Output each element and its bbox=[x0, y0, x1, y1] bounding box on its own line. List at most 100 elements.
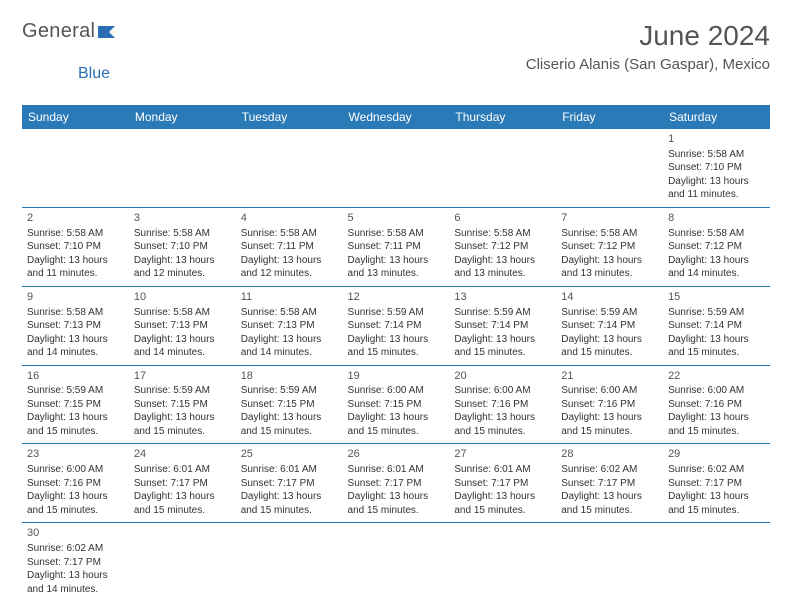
daylight-line: Daylight: 13 hours and 15 minutes. bbox=[348, 333, 445, 360]
sunset-line: Sunset: 7:10 PM bbox=[668, 161, 765, 175]
sunrise-line: Sunrise: 6:00 AM bbox=[454, 384, 551, 398]
daylight-line: Daylight: 13 hours and 12 minutes. bbox=[134, 254, 231, 281]
day-number: 3 bbox=[134, 211, 231, 226]
day-cell: 23Sunrise: 6:00 AMSunset: 7:16 PMDayligh… bbox=[22, 444, 129, 523]
day-cell: 8Sunrise: 5:58 AMSunset: 7:12 PMDaylight… bbox=[663, 207, 770, 286]
brand-logo: General bbox=[22, 20, 119, 43]
sunrise-line: Sunrise: 6:02 AM bbox=[27, 542, 124, 556]
sunset-line: Sunset: 7:16 PM bbox=[561, 398, 658, 412]
sunset-line: Sunset: 7:11 PM bbox=[241, 240, 338, 254]
day-cell bbox=[129, 129, 236, 207]
day-number: 17 bbox=[134, 369, 231, 384]
sunset-line: Sunset: 7:15 PM bbox=[27, 398, 124, 412]
day-cell: 18Sunrise: 5:59 AMSunset: 7:15 PMDayligh… bbox=[236, 365, 343, 444]
week-row: 23Sunrise: 6:00 AMSunset: 7:16 PMDayligh… bbox=[22, 444, 770, 523]
daylight-line: Daylight: 13 hours and 15 minutes. bbox=[561, 490, 658, 517]
daylight-line: Daylight: 13 hours and 14 minutes. bbox=[134, 333, 231, 360]
daylight-line: Daylight: 13 hours and 15 minutes. bbox=[27, 490, 124, 517]
day-cell bbox=[236, 523, 343, 601]
day-cell bbox=[556, 129, 663, 207]
daylight-line: Daylight: 13 hours and 14 minutes. bbox=[27, 569, 124, 596]
sunrise-line: Sunrise: 5:58 AM bbox=[561, 227, 658, 241]
day-number: 5 bbox=[348, 211, 445, 226]
day-cell bbox=[449, 129, 556, 207]
day-number: 23 bbox=[27, 447, 124, 462]
sunrise-line: Sunrise: 5:58 AM bbox=[454, 227, 551, 241]
daylight-line: Daylight: 13 hours and 15 minutes. bbox=[561, 333, 658, 360]
day-number: 29 bbox=[668, 447, 765, 462]
day-cell: 1Sunrise: 5:58 AMSunset: 7:10 PMDaylight… bbox=[663, 129, 770, 207]
day-cell: 29Sunrise: 6:02 AMSunset: 7:17 PMDayligh… bbox=[663, 444, 770, 523]
day-cell: 16Sunrise: 5:59 AMSunset: 7:15 PMDayligh… bbox=[22, 365, 129, 444]
daylight-line: Daylight: 13 hours and 12 minutes. bbox=[241, 254, 338, 281]
day-cell bbox=[236, 129, 343, 207]
day-number: 4 bbox=[241, 211, 338, 226]
day-cell bbox=[556, 523, 663, 601]
day-cell: 28Sunrise: 6:02 AMSunset: 7:17 PMDayligh… bbox=[556, 444, 663, 523]
daylight-line: Daylight: 13 hours and 14 minutes. bbox=[668, 254, 765, 281]
col-sun: Sunday bbox=[22, 105, 129, 129]
day-cell bbox=[343, 129, 450, 207]
day-number: 28 bbox=[561, 447, 658, 462]
day-number: 14 bbox=[561, 290, 658, 305]
day-number: 24 bbox=[134, 447, 231, 462]
day-number: 22 bbox=[668, 369, 765, 384]
day-number: 26 bbox=[348, 447, 445, 462]
sunset-line: Sunset: 7:11 PM bbox=[348, 240, 445, 254]
day-number: 20 bbox=[454, 369, 551, 384]
week-row: 2Sunrise: 5:58 AMSunset: 7:10 PMDaylight… bbox=[22, 207, 770, 286]
daylight-line: Daylight: 13 hours and 11 minutes. bbox=[668, 175, 765, 202]
sunrise-line: Sunrise: 5:58 AM bbox=[668, 148, 765, 162]
daylight-line: Daylight: 13 hours and 15 minutes. bbox=[668, 333, 765, 360]
day-cell bbox=[129, 523, 236, 601]
sunrise-line: Sunrise: 5:59 AM bbox=[134, 384, 231, 398]
brand-text-1: General bbox=[22, 20, 95, 43]
day-cell: 12Sunrise: 5:59 AMSunset: 7:14 PMDayligh… bbox=[343, 286, 450, 365]
day-cell: 15Sunrise: 5:59 AMSunset: 7:14 PMDayligh… bbox=[663, 286, 770, 365]
sunrise-line: Sunrise: 6:00 AM bbox=[668, 384, 765, 398]
sunrise-line: Sunrise: 6:02 AM bbox=[668, 463, 765, 477]
sunrise-line: Sunrise: 5:58 AM bbox=[348, 227, 445, 241]
day-number: 13 bbox=[454, 290, 551, 305]
day-cell: 9Sunrise: 5:58 AMSunset: 7:13 PMDaylight… bbox=[22, 286, 129, 365]
sunrise-line: Sunrise: 6:00 AM bbox=[348, 384, 445, 398]
col-fri: Friday bbox=[556, 105, 663, 129]
day-number: 12 bbox=[348, 290, 445, 305]
daylight-line: Daylight: 13 hours and 15 minutes. bbox=[454, 490, 551, 517]
sunset-line: Sunset: 7:17 PM bbox=[134, 477, 231, 491]
sunrise-line: Sunrise: 5:59 AM bbox=[241, 384, 338, 398]
sunset-line: Sunset: 7:17 PM bbox=[454, 477, 551, 491]
sunrise-line: Sunrise: 6:02 AM bbox=[561, 463, 658, 477]
sunset-line: Sunset: 7:17 PM bbox=[27, 556, 124, 570]
sunrise-line: Sunrise: 5:58 AM bbox=[27, 227, 124, 241]
sunset-line: Sunset: 7:12 PM bbox=[668, 240, 765, 254]
day-cell: 11Sunrise: 5:58 AMSunset: 7:13 PMDayligh… bbox=[236, 286, 343, 365]
day-number: 19 bbox=[348, 369, 445, 384]
sunset-line: Sunset: 7:12 PM bbox=[454, 240, 551, 254]
week-row: 9Sunrise: 5:58 AMSunset: 7:13 PMDaylight… bbox=[22, 286, 770, 365]
calendar-table: Sunday Monday Tuesday Wednesday Thursday… bbox=[22, 105, 770, 601]
col-mon: Monday bbox=[129, 105, 236, 129]
day-number: 30 bbox=[27, 526, 124, 541]
sunset-line: Sunset: 7:17 PM bbox=[561, 477, 658, 491]
day-cell: 17Sunrise: 5:59 AMSunset: 7:15 PMDayligh… bbox=[129, 365, 236, 444]
day-number: 21 bbox=[561, 369, 658, 384]
sunset-line: Sunset: 7:10 PM bbox=[134, 240, 231, 254]
sunset-line: Sunset: 7:13 PM bbox=[134, 319, 231, 333]
day-cell: 27Sunrise: 6:01 AMSunset: 7:17 PMDayligh… bbox=[449, 444, 556, 523]
day-number: 9 bbox=[27, 290, 124, 305]
day-number: 25 bbox=[241, 447, 338, 462]
daylight-line: Daylight: 13 hours and 13 minutes. bbox=[348, 254, 445, 281]
sunrise-line: Sunrise: 5:58 AM bbox=[27, 306, 124, 320]
day-cell bbox=[663, 523, 770, 601]
sunrise-line: Sunrise: 5:58 AM bbox=[241, 227, 338, 241]
day-number: 15 bbox=[668, 290, 765, 305]
day-cell: 25Sunrise: 6:01 AMSunset: 7:17 PMDayligh… bbox=[236, 444, 343, 523]
sunset-line: Sunset: 7:15 PM bbox=[241, 398, 338, 412]
month-title: June 2024 bbox=[526, 20, 770, 52]
day-cell: 19Sunrise: 6:00 AMSunset: 7:15 PMDayligh… bbox=[343, 365, 450, 444]
day-number: 11 bbox=[241, 290, 338, 305]
day-cell: 7Sunrise: 5:58 AMSunset: 7:12 PMDaylight… bbox=[556, 207, 663, 286]
daylight-line: Daylight: 13 hours and 15 minutes. bbox=[454, 333, 551, 360]
day-cell: 20Sunrise: 6:00 AMSunset: 7:16 PMDayligh… bbox=[449, 365, 556, 444]
